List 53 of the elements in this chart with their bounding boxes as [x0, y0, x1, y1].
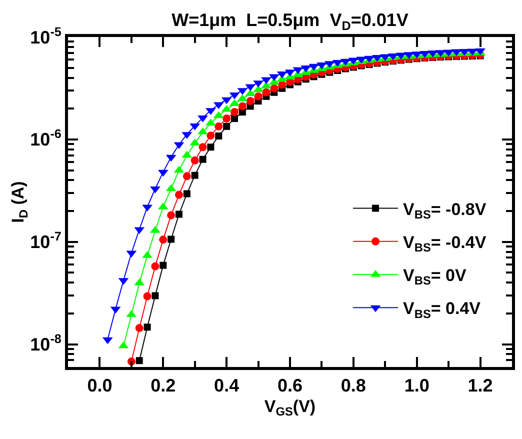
point	[152, 292, 159, 300]
point	[223, 122, 230, 130]
point	[176, 210, 182, 218]
x-tick-label: 1.2	[468, 376, 493, 396]
point	[143, 292, 152, 300]
point	[270, 84, 278, 92]
point	[254, 92, 262, 100]
point	[207, 144, 214, 151]
point	[191, 172, 198, 179]
y-tick-label: 10$^{-7}$	[30, 230, 62, 252]
point	[262, 88, 270, 96]
point	[190, 156, 199, 164]
point	[230, 108, 238, 116]
point	[159, 236, 168, 244]
point	[183, 190, 190, 198]
point	[135, 324, 144, 332]
y-tick-label: 10$^{-5}$	[30, 24, 62, 48]
point	[278, 80, 286, 89]
legend-label: V$_{BS}$= -0.4V	[403, 233, 487, 255]
point	[175, 190, 183, 199]
point	[214, 122, 223, 130]
point	[308, 64, 319, 71]
y-tick-label: 10$^{-8}$	[30, 332, 62, 355]
point	[215, 132, 222, 140]
legend-label: V$_{BS}$= 0.4V	[403, 299, 482, 321]
point	[160, 262, 167, 269]
x-tick-label: 0.0	[87, 376, 112, 396]
point	[238, 102, 246, 110]
point	[222, 114, 231, 123]
point	[231, 115, 238, 122]
x-axis-title: V$_{GS}$(V)	[264, 397, 316, 419]
point	[182, 172, 191, 180]
point	[168, 236, 175, 243]
x-tick-label: 0.2	[150, 376, 176, 396]
point	[199, 156, 206, 163]
x-tick-label: 0.8	[340, 376, 366, 396]
legend-label: V$_{BS}$= 0V	[403, 266, 467, 288]
point	[151, 262, 160, 270]
chart-title: W=1μm L=0.5μm V$_{D}$=0.01V	[172, 10, 408, 33]
point	[206, 132, 215, 140]
point	[150, 186, 160, 194]
point	[198, 115, 208, 122]
point	[246, 97, 254, 106]
x-tick-label: 0.6	[277, 376, 303, 396]
point	[198, 143, 207, 152]
x-tick-label: 0.4	[214, 376, 240, 396]
point	[253, 85, 264, 92]
point	[136, 357, 143, 364]
legend-label: V$_{BS}$= -0.8V	[403, 200, 487, 222]
point	[144, 324, 151, 331]
y-tick-label: 10$^{-6}$	[30, 127, 62, 150]
x-tick-label: 1.0	[404, 376, 430, 396]
point	[167, 211, 176, 220]
